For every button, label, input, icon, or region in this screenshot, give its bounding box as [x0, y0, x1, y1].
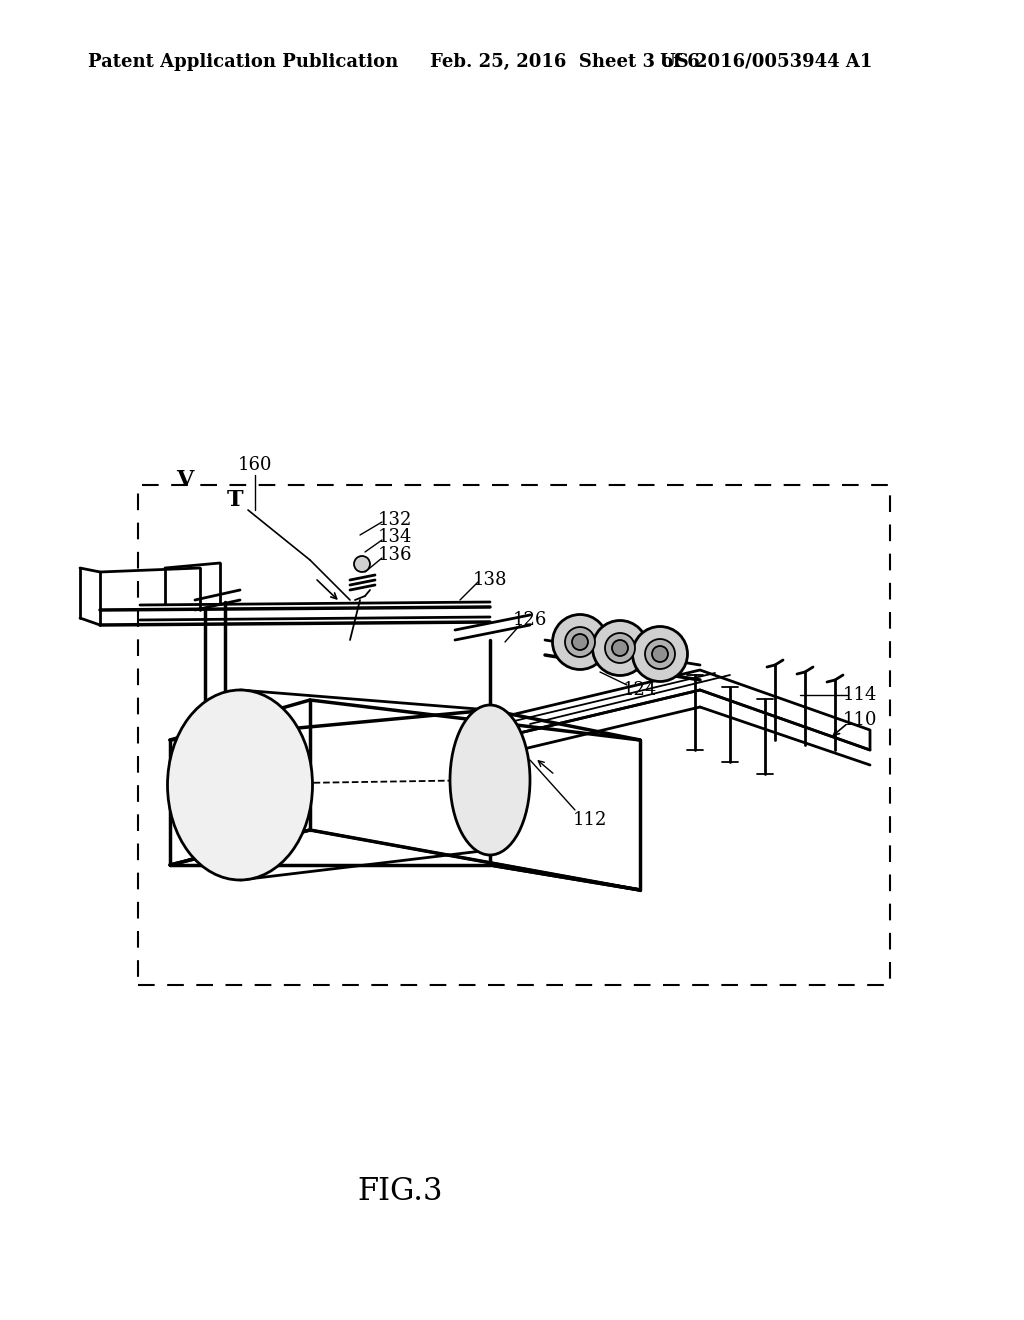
- Ellipse shape: [565, 627, 595, 657]
- Text: 112: 112: [572, 810, 607, 829]
- Text: 132: 132: [378, 511, 413, 529]
- Text: 110: 110: [843, 711, 878, 729]
- Circle shape: [354, 556, 370, 572]
- Text: 134: 134: [378, 528, 413, 546]
- Text: FIG.3: FIG.3: [357, 1176, 442, 1208]
- Text: V: V: [176, 469, 194, 491]
- Circle shape: [572, 634, 588, 649]
- Text: 126: 126: [513, 611, 547, 630]
- Ellipse shape: [633, 627, 687, 681]
- Text: T: T: [226, 488, 244, 511]
- Ellipse shape: [645, 639, 675, 669]
- Circle shape: [652, 645, 668, 663]
- Text: 138: 138: [473, 572, 507, 589]
- Ellipse shape: [605, 634, 635, 663]
- Text: Patent Application Publication: Patent Application Publication: [88, 53, 398, 71]
- Text: 114: 114: [843, 686, 878, 704]
- Ellipse shape: [168, 690, 312, 880]
- Text: 136: 136: [378, 546, 413, 564]
- Ellipse shape: [593, 620, 647, 676]
- Text: US 2016/0053944 A1: US 2016/0053944 A1: [660, 53, 872, 71]
- Text: 122: 122: [648, 651, 682, 669]
- Circle shape: [612, 640, 628, 656]
- Text: 160: 160: [238, 455, 272, 474]
- Ellipse shape: [450, 705, 530, 855]
- Ellipse shape: [553, 615, 607, 669]
- Text: Feb. 25, 2016  Sheet 3 of 6: Feb. 25, 2016 Sheet 3 of 6: [430, 53, 699, 71]
- Bar: [138, 484, 890, 985]
- Text: 124: 124: [623, 681, 657, 700]
